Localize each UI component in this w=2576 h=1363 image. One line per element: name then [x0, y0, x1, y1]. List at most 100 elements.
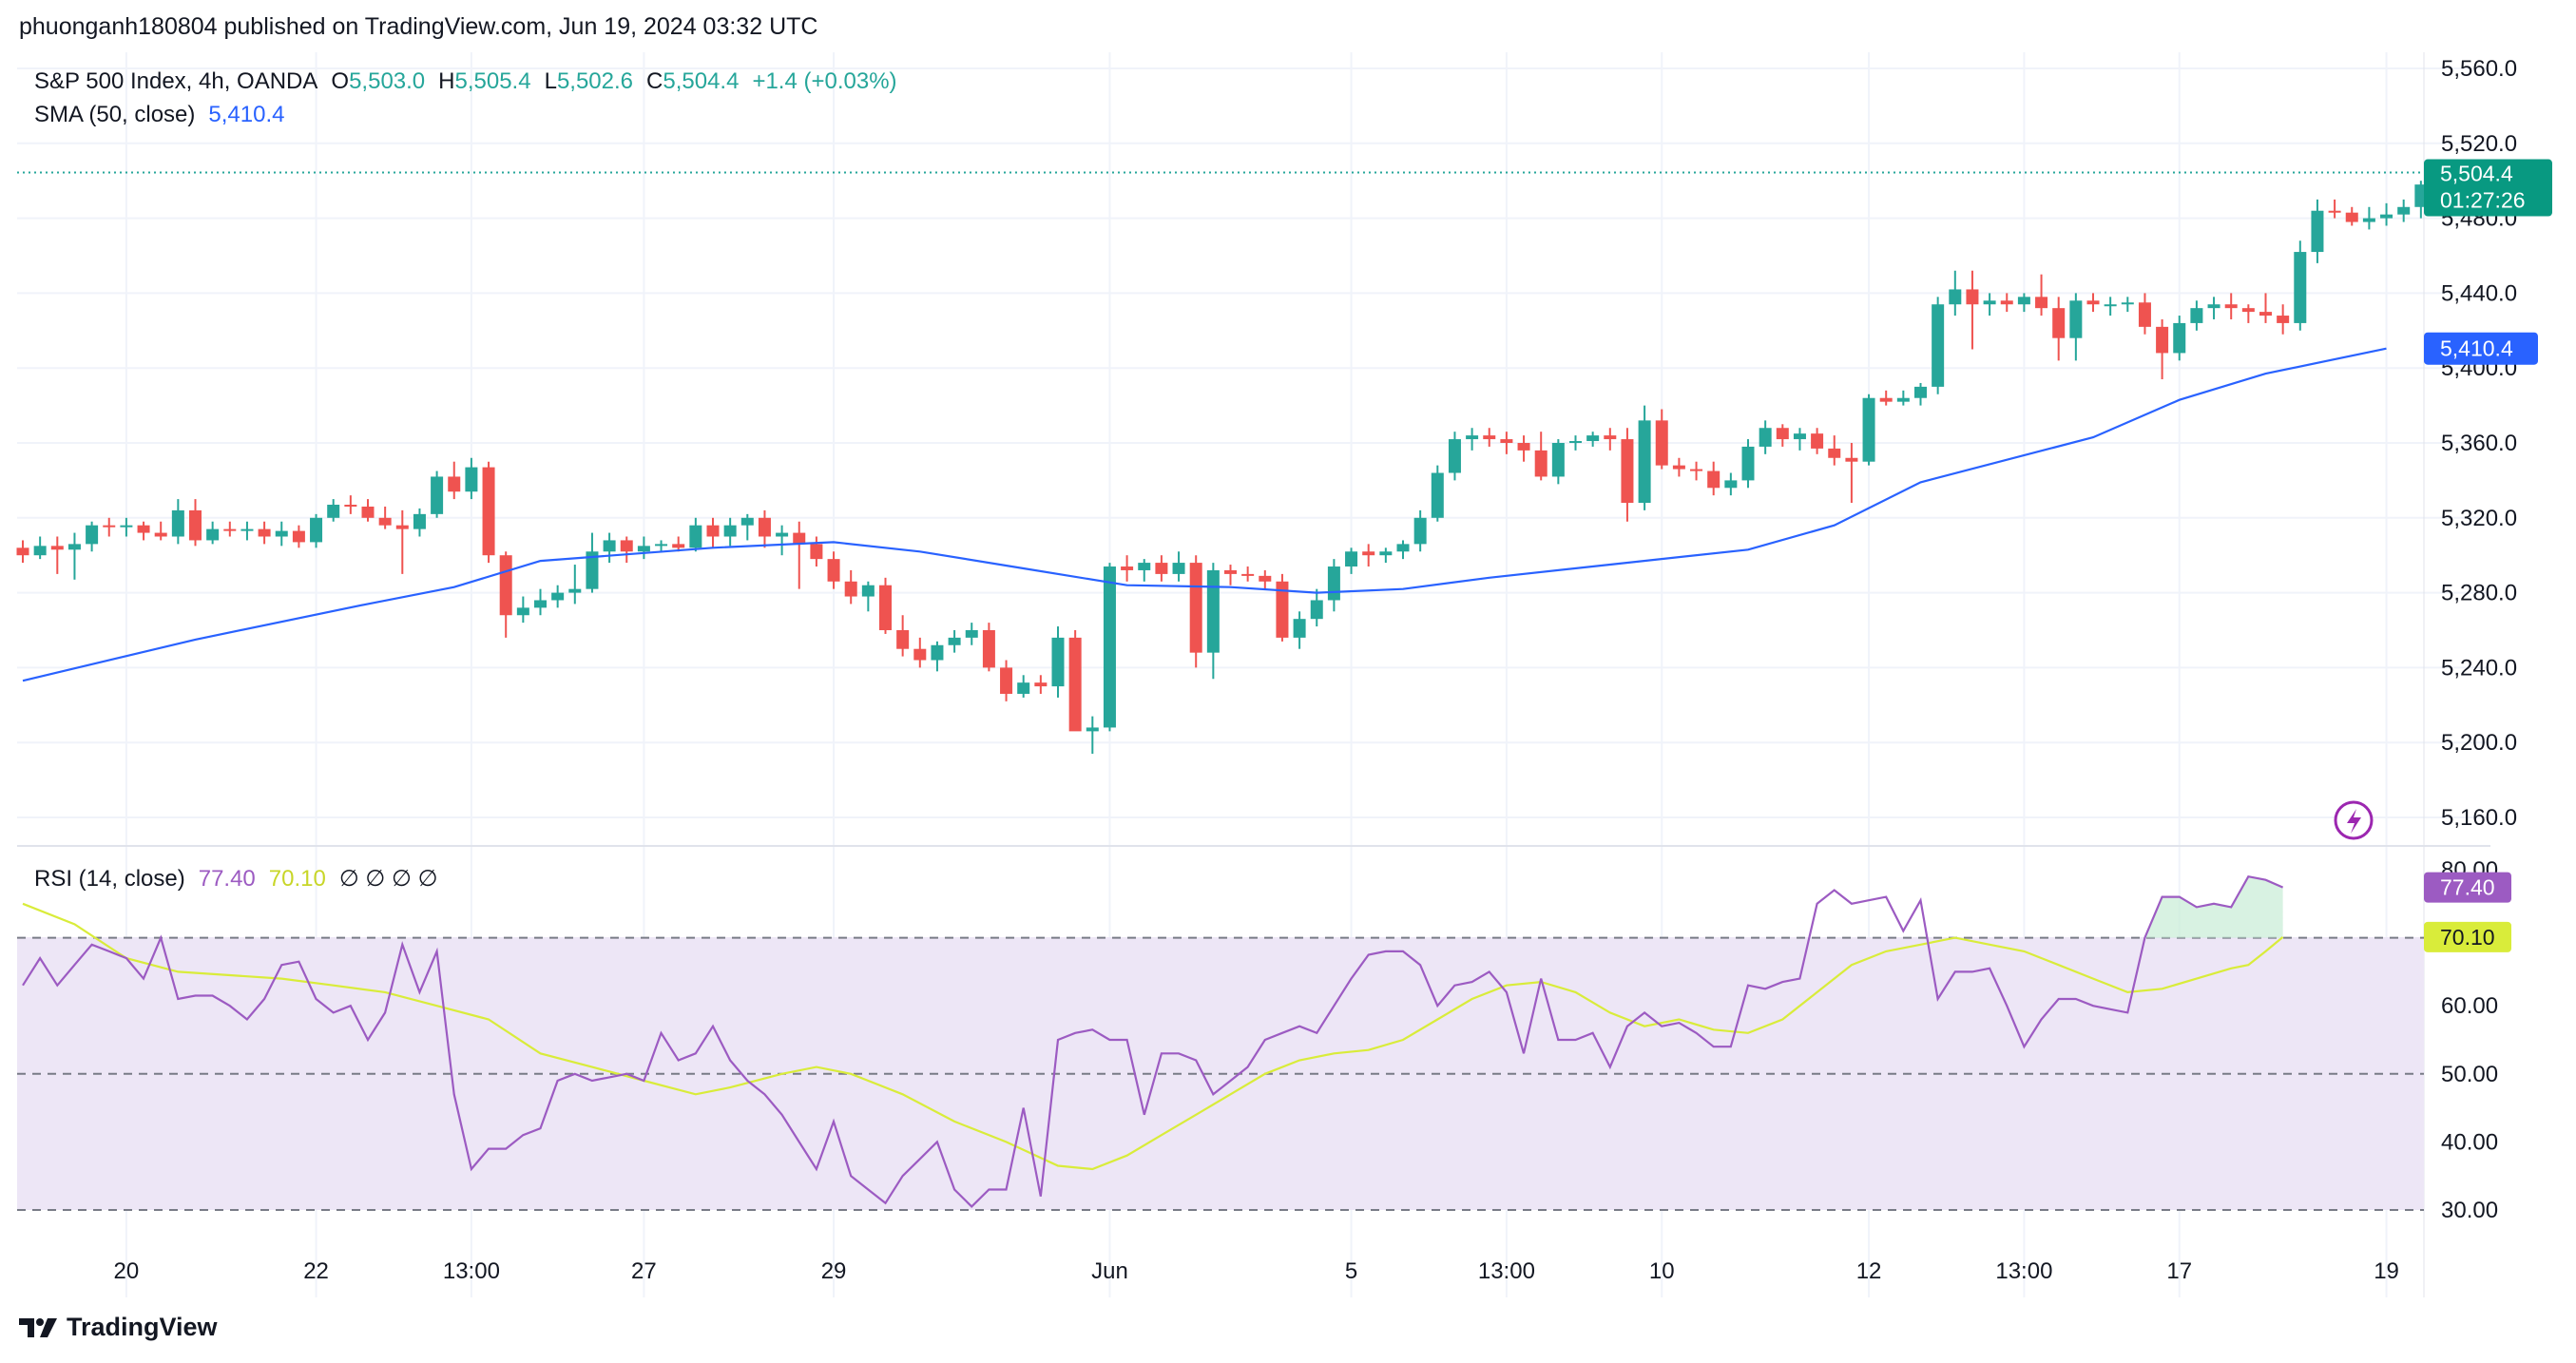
candle-body — [740, 517, 754, 526]
candle-body — [1413, 517, 1427, 545]
candle-body — [1189, 563, 1202, 653]
time-tick-label: 17 — [2166, 1258, 2192, 1284]
price-tick-label: 5,280.0 — [2441, 581, 2517, 606]
candle-body — [1206, 569, 1220, 653]
candle-body — [534, 600, 547, 608]
candle-body — [2173, 322, 2186, 354]
candle-body — [776, 532, 789, 537]
candle-body — [154, 532, 167, 537]
legend-c-label: C — [646, 68, 663, 94]
candle-body — [103, 525, 116, 528]
candle-body — [1896, 397, 1910, 402]
rsi-tick-label: 50.00 — [2441, 1062, 2498, 1087]
sma-price-tag: 5,410.4 — [2424, 332, 2538, 365]
tradingview-logo-icon — [19, 1317, 57, 1337]
time-tick-label: 20 — [114, 1258, 140, 1284]
candle-body — [2069, 300, 2083, 338]
time-tick-label: 29 — [821, 1258, 847, 1284]
candle-body — [2086, 300, 2100, 305]
candle-body — [2000, 300, 2013, 305]
candle-body — [982, 630, 995, 668]
legend-l-value: 5,502.6 — [557, 68, 633, 94]
price-tick-label: 5,160.0 — [2441, 805, 2517, 831]
candle-body — [758, 517, 771, 537]
candle-body — [1966, 289, 1979, 305]
candle-body — [1672, 465, 1685, 470]
candle-body — [516, 607, 529, 616]
candle-body — [965, 630, 978, 638]
candle-body — [1259, 575, 1272, 582]
candle-body — [1241, 573, 1255, 576]
candle-body — [1707, 470, 1721, 489]
candle-body — [1379, 551, 1393, 556]
candle-body — [879, 585, 892, 630]
tradingview-brand-label: TradingView — [67, 1313, 218, 1341]
time-tick-label: 19 — [2374, 1258, 2399, 1284]
candle-body — [1396, 544, 1410, 552]
candle-body — [637, 546, 650, 552]
candle-body — [344, 505, 357, 508]
candle-body — [1983, 300, 1996, 305]
candle-body — [827, 559, 840, 582]
candle-body — [2052, 308, 2066, 338]
candle-body — [1604, 435, 1617, 440]
candle-body — [240, 528, 254, 531]
candle-body — [1466, 435, 1479, 440]
rsi-tick-label: 60.00 — [2441, 993, 2498, 1019]
sma-line — [22, 347, 2387, 682]
candle-body — [275, 530, 288, 537]
candle-body — [1932, 304, 1945, 387]
candle-body — [327, 505, 340, 518]
candle-body — [551, 592, 565, 601]
time-tick-label: 13:00 — [1478, 1258, 1535, 1284]
candle-body — [1569, 441, 1582, 444]
candle-body — [1121, 566, 1134, 570]
candle-body — [1690, 469, 1703, 471]
candle-body — [861, 585, 875, 597]
rsi-ma-line — [22, 902, 2284, 1171]
candle-body — [86, 525, 99, 545]
candle-body — [1017, 682, 1030, 694]
candle-body — [2035, 297, 2048, 309]
legend-sma-value: 5,410.4 — [208, 102, 284, 127]
lightning-icon[interactable] — [2334, 800, 2374, 840]
time-tick-label: 10 — [1649, 1258, 1675, 1284]
candle-body — [1086, 727, 1099, 732]
candle-body — [913, 648, 927, 661]
candle-body — [1879, 397, 1893, 402]
candle-body — [948, 637, 961, 645]
price-tick-label: 5,360.0 — [2441, 431, 2517, 456]
tradingview-logo[interactable]: TradingView — [19, 1313, 218, 1342]
candle-body — [810, 544, 823, 560]
candle-body — [1776, 428, 1789, 440]
time-tick-label: 13:00 — [443, 1258, 500, 1284]
candle-body — [1621, 439, 1634, 504]
candle-body — [1586, 435, 1600, 442]
rsi-ma-tag-value: 70.10 — [2440, 925, 2495, 950]
candle-body — [33, 546, 47, 556]
candle-body — [310, 517, 323, 543]
candle-body — [793, 532, 806, 545]
candle-body — [50, 546, 64, 550]
candle-body — [1172, 563, 1185, 574]
legend-symbol-name: S&P 500 Index, 4h, OANDA — [34, 68, 317, 94]
candle-body — [137, 525, 150, 533]
candle-body — [689, 525, 702, 548]
candle-body — [1034, 682, 1048, 687]
publish-info: phuonganh180804 published on TradingView… — [19, 13, 818, 40]
rsi-value-tag: 77.40 — [2424, 872, 2511, 903]
candle-body — [1828, 448, 1841, 458]
candle-body — [1224, 569, 1237, 574]
candle-body — [2277, 316, 2290, 323]
candle-body — [2241, 308, 2255, 313]
candle-body — [1534, 450, 1548, 477]
rsi-band-lines — [17, 936, 2424, 1211]
candle-body — [2397, 206, 2411, 215]
candle-body — [2207, 304, 2220, 309]
candle-body — [16, 547, 29, 556]
price-tick-label: 5,200.0 — [2441, 730, 2517, 756]
legend-sma-label: SMA (50, close) — [34, 102, 195, 127]
candle-body — [2190, 308, 2203, 323]
rsi-tick-label: 40.00 — [2441, 1129, 2498, 1155]
